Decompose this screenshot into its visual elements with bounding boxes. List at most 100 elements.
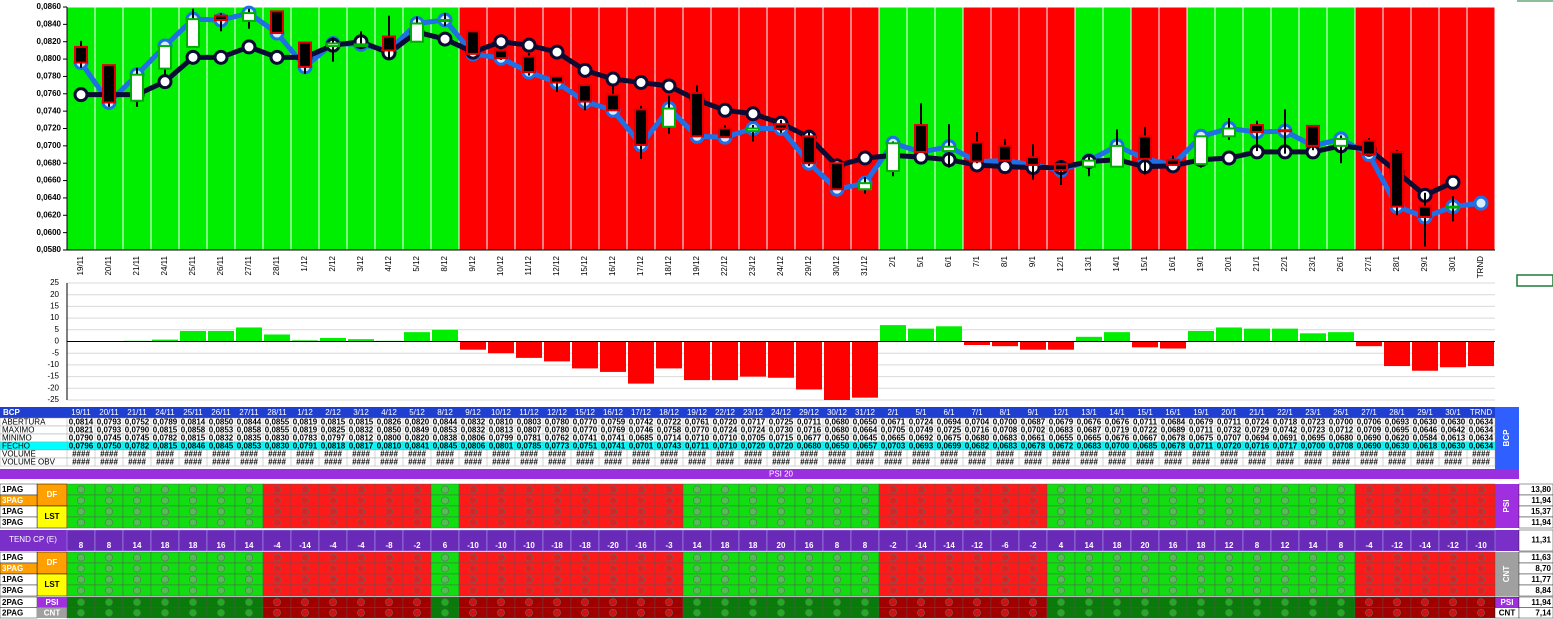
signal-dot <box>1477 575 1485 584</box>
x-tick-label: 30/1 <box>1448 255 1457 271</box>
bar <box>1412 341 1438 371</box>
signal-dot <box>1029 575 1037 584</box>
selected-cell[interactable] <box>1516 274 1553 287</box>
signal-dot <box>553 564 561 573</box>
trend-value: 8 <box>107 541 112 550</box>
signal-dot <box>1085 507 1093 516</box>
signal-dot <box>161 564 169 573</box>
candle-body <box>298 41 312 68</box>
table-cell: 0,0690 <box>1357 434 1382 443</box>
signal-dot <box>1281 564 1289 573</box>
table-header-cell: 29/1 <box>1417 408 1433 417</box>
table-cell: #### <box>1248 458 1266 467</box>
bar <box>908 328 934 342</box>
signal-dot <box>161 496 169 505</box>
signal-dot <box>413 518 421 527</box>
section-band <box>0 469 1519 479</box>
table-cell: #### <box>296 450 314 459</box>
signal-dot <box>525 518 533 527</box>
total-box <box>1518 584 1553 597</box>
signal-dot <box>665 564 673 573</box>
table-cell: #### <box>436 450 454 459</box>
table-cell: 0,0710 <box>713 434 738 443</box>
table-header-cell: 16/1 <box>1165 408 1181 417</box>
trend-background <box>1046 6 1076 251</box>
signal-dot <box>525 575 533 584</box>
signal-dot <box>1169 575 1177 584</box>
table-cell: #### <box>1388 458 1406 467</box>
signal-dot <box>1393 608 1401 617</box>
signal-dot <box>161 598 169 607</box>
table-cell: 0,0832 <box>349 426 374 435</box>
signal-dot <box>77 518 85 527</box>
trend-value: -2 <box>1029 541 1037 550</box>
table-cell: 0,0850 <box>209 418 234 427</box>
table-cell: #### <box>352 450 370 459</box>
signal-dot <box>973 507 981 516</box>
signal-dot <box>161 507 169 516</box>
signal-dot <box>1001 564 1009 573</box>
table-header-cell: 20/1 <box>1221 408 1237 417</box>
signal-dot <box>1449 496 1457 505</box>
table-cell: 0,0770 <box>685 426 710 435</box>
table-cell: 0,0671 <box>881 418 906 427</box>
table-cell: 0,0850 <box>377 426 402 435</box>
trend-value: -4 <box>357 541 365 550</box>
signal-dot <box>777 518 785 527</box>
table-cell: #### <box>296 458 314 467</box>
table-cell: 0,0716 <box>797 426 822 435</box>
trend-value: -16 <box>635 541 647 550</box>
signal-dot <box>245 507 253 516</box>
bar <box>712 341 738 381</box>
signal-dot <box>581 496 589 505</box>
signal-dot <box>1309 608 1317 617</box>
signal-dot <box>1281 608 1289 617</box>
table-cell: #### <box>268 450 286 459</box>
trend-background <box>794 6 824 251</box>
signal-dot <box>1085 496 1093 505</box>
signal-dot <box>1029 608 1037 617</box>
trend-value: 18 <box>1197 541 1206 550</box>
trend-value: 14 <box>133 541 142 550</box>
signal-dot <box>105 586 113 595</box>
candle-body <box>662 107 676 128</box>
table-header-cell: 26/11 <box>211 408 231 417</box>
table-cell: #### <box>184 458 202 467</box>
signal-dot <box>1477 608 1485 617</box>
signal-dot <box>273 586 281 595</box>
x-tick-label: 24/12 <box>776 255 785 276</box>
signal-dot <box>1253 564 1261 573</box>
table-cell: #### <box>72 450 90 459</box>
table-cell: 0,0676 <box>1105 434 1130 443</box>
signal-dot <box>497 553 505 562</box>
table-cell: 0,0634 <box>1469 426 1494 435</box>
signal-dot <box>553 553 561 562</box>
signal-dot <box>973 564 981 573</box>
table-cell: 0,0819 <box>293 418 318 427</box>
x-tick-label: 19/12 <box>692 255 701 276</box>
table-header-cell: 3/12 <box>353 408 369 417</box>
signal-dot <box>861 564 869 573</box>
page-label: 1PAG <box>2 553 23 562</box>
x-tick-label: 8/1 <box>1000 255 1009 267</box>
signal-dot <box>413 598 421 607</box>
signal-dot <box>245 518 253 527</box>
signal-dot <box>1365 507 1373 516</box>
signal-dot <box>1197 586 1205 595</box>
group-label: CNT <box>44 608 61 617</box>
signal-dot <box>1365 553 1373 562</box>
trend-background <box>542 6 572 251</box>
signal-dot <box>1225 564 1233 573</box>
table-cell: #### <box>940 458 958 467</box>
table-header-cell: 19/12 <box>687 408 708 417</box>
table-cell: #### <box>380 450 398 459</box>
bar <box>1440 341 1466 368</box>
table-cell: #### <box>912 458 930 467</box>
x-tick-label: 26/11 <box>216 255 225 275</box>
table-cell: #### <box>492 458 510 467</box>
x-tick-label: 4/12 <box>384 255 393 271</box>
signal-dot <box>861 507 869 516</box>
average-point <box>913 149 929 165</box>
table-header-cell: 2/1 <box>887 408 899 417</box>
signal-dot <box>917 485 925 494</box>
